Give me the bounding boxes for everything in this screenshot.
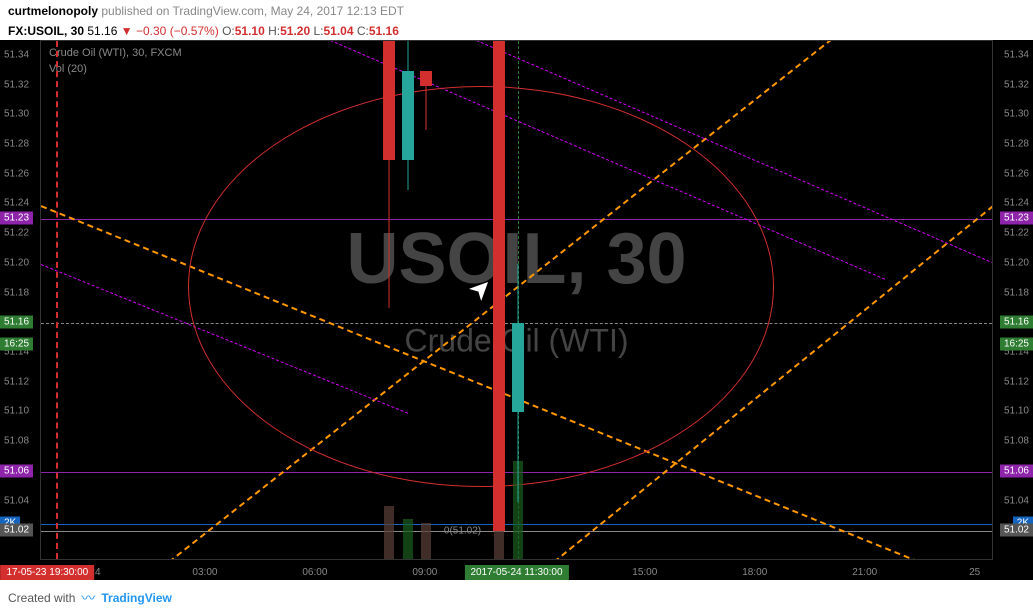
zero-label: 0(51.02)	[444, 526, 481, 537]
y-tick: 51.32	[4, 79, 29, 90]
x-tick: 21:00	[852, 567, 877, 578]
x-tick: 06:00	[302, 567, 327, 578]
last-price: 51.16	[87, 24, 117, 38]
y-tick: 51.04	[4, 495, 29, 506]
y-tick: 51.12	[4, 376, 29, 387]
y-badge: 51.06	[0, 464, 33, 477]
y-tick: 51.20	[4, 257, 29, 268]
y-tick: 51.10	[1004, 406, 1029, 417]
y-tick: 51.30	[4, 109, 29, 120]
instrument-label: Crude Oil (WTI), 30, FXCM	[49, 47, 182, 59]
footer: Created with 〰 TradingView	[0, 580, 1033, 616]
candle-body[interactable]	[420, 71, 432, 86]
c-val: 51.16	[369, 24, 399, 38]
publish-header: curtmelonopoly published on TradingView.…	[0, 0, 1033, 22]
y-badge: 51.16	[1000, 316, 1033, 329]
x-tick: 09:00	[412, 567, 437, 578]
y-tick: 51.08	[4, 436, 29, 447]
h-label: H:	[268, 24, 280, 38]
o-val: 51.10	[235, 24, 265, 38]
y-tick: 51.10	[4, 406, 29, 417]
symbol: FX:USOIL, 30	[8, 24, 84, 38]
plot-area[interactable]: USOIL, 30 Crude Oil (WTI) Crude Oil (WTI…	[40, 40, 993, 560]
y-axis-right[interactable]: 51.0251.0451.0651.0851.1051.1251.1451.16…	[993, 40, 1033, 580]
y-tick: 51.26	[4, 168, 29, 179]
h-val: 51.20	[280, 24, 310, 38]
y-badge: 51.02	[1000, 524, 1033, 537]
y-badge: 51.16	[0, 316, 33, 329]
y-tick: 51.26	[1004, 168, 1029, 179]
x-axis[interactable]: 2403:0006:0009:0015:0018:0021:002517-05-…	[40, 560, 993, 580]
y-tick: 51.22	[4, 228, 29, 239]
tradingview-icon: 〰	[81, 588, 95, 608]
y-tick: 51.24	[4, 198, 29, 209]
l-label: L:	[313, 24, 323, 38]
chart-container: { "header": { "username": "curtmelonopol…	[0, 0, 1033, 616]
y-badge: 16:25	[0, 337, 33, 350]
x-tick: 03:00	[192, 567, 217, 578]
brand: TradingView	[101, 591, 171, 605]
x-badge: 17-05-23 19:30:00	[0, 565, 94, 580]
volume-bar	[421, 523, 431, 559]
ohlc-bar: FX:USOIL, 30 51.16 ▼ −0.30 (−0.57%) O:51…	[0, 22, 1033, 40]
y-tick: 51.30	[1004, 109, 1029, 120]
y-badge: 51.02	[0, 524, 33, 537]
y-tick: 51.20	[1004, 257, 1029, 268]
y-tick: 51.34	[1004, 49, 1029, 60]
created-with: Created with	[8, 591, 75, 605]
change-pct: (−0.57%)	[170, 24, 219, 38]
arrow-down-icon: ▼	[121, 24, 133, 38]
chart-area[interactable]: 51.0251.0451.0651.0851.1051.1251.1451.16…	[0, 40, 1033, 580]
publish-info: published on TradingView.com, May 24, 20…	[101, 4, 404, 18]
y-tick: 51.18	[4, 287, 29, 298]
y-tick: 51.12	[1004, 376, 1029, 387]
x-tick: 15:00	[632, 567, 657, 578]
y-tick: 51.34	[4, 49, 29, 60]
candle-body[interactable]	[402, 71, 414, 160]
candle-body[interactable]	[512, 323, 524, 412]
x-badge: 2017-05-24 11:30:00	[464, 565, 568, 580]
volume-bar	[384, 506, 394, 559]
vertical-line[interactable]	[56, 41, 58, 559]
c-label: C:	[357, 24, 369, 38]
circle-annotation[interactable]	[188, 86, 774, 487]
y-tick: 51.18	[1004, 287, 1029, 298]
y-tick: 51.04	[1004, 495, 1029, 506]
change: −0.30	[136, 24, 166, 38]
x-tick: 18:00	[742, 567, 767, 578]
y-tick: 51.08	[1004, 436, 1029, 447]
username: curtmelonopoly	[8, 4, 98, 18]
candle-body[interactable]	[493, 41, 505, 531]
y-badge: 51.23	[0, 212, 33, 225]
y-tick: 51.32	[1004, 79, 1029, 90]
y-badge: 51.23	[1000, 212, 1033, 225]
y-badge: 51.06	[1000, 464, 1033, 477]
y-tick: 51.28	[1004, 139, 1029, 150]
o-label: O:	[222, 24, 235, 38]
volume-bar	[403, 519, 413, 559]
y-tick: 51.28	[4, 139, 29, 150]
y-tick: 51.24	[1004, 198, 1029, 209]
y-badge: 16:25	[1000, 337, 1033, 350]
y-tick: 51.22	[1004, 228, 1029, 239]
x-tick: 25	[969, 567, 980, 578]
l-val: 51.04	[324, 24, 354, 38]
y-axis-left[interactable]: 51.0251.0451.0651.0851.1051.1251.1451.16…	[0, 40, 40, 580]
candle-body[interactable]	[383, 41, 395, 160]
